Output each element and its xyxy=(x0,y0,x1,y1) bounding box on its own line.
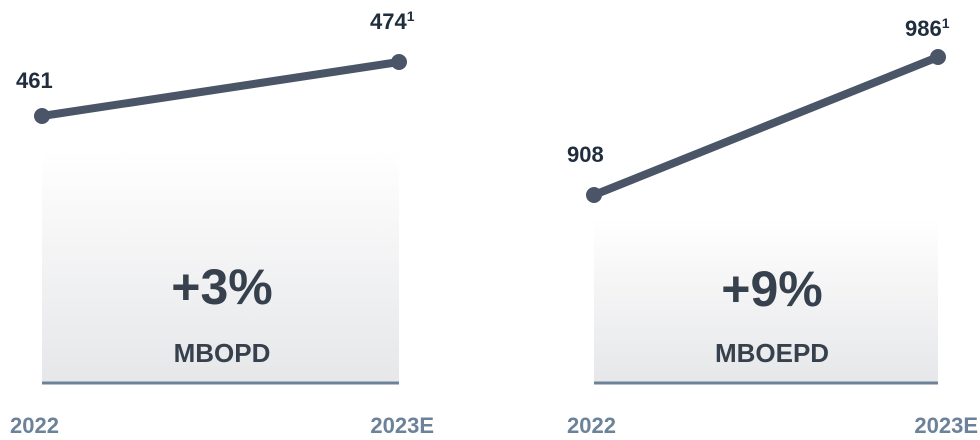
series-line xyxy=(38,58,403,120)
x-tick-label-2022: 2022 xyxy=(10,413,59,438)
data-point-2022 xyxy=(34,108,50,124)
data-label-2022: 461 xyxy=(16,68,53,93)
x-tick-label-2023e: 2023E xyxy=(914,413,978,438)
series-line xyxy=(590,53,942,199)
footnote-mark: 1 xyxy=(942,15,950,31)
data-label-value: 474 xyxy=(370,9,407,34)
x-tick-label-2023e: 2023E xyxy=(370,413,434,438)
unit-label: MBOEPD xyxy=(715,338,829,368)
data-label-2023e: 4741 xyxy=(370,8,415,34)
data-point-2022 xyxy=(586,187,602,203)
chart-total-production: 908 9861 +9% MBOEPD 2022 2023E xyxy=(567,15,978,438)
chart-oil-production: 461 4741 +3% MBOPD 2022 2023E xyxy=(10,8,434,438)
data-label-value: 986 xyxy=(905,16,942,41)
data-label-2022: 908 xyxy=(567,142,604,167)
data-point-2023e xyxy=(930,49,946,65)
chart-panel-background xyxy=(594,220,938,383)
data-point-2023e xyxy=(391,54,407,70)
change-percent: +9% xyxy=(721,261,822,317)
footnote-mark: 1 xyxy=(407,8,415,24)
change-percent: +3% xyxy=(171,259,272,315)
x-tick-label-2022: 2022 xyxy=(567,413,616,438)
chart-panel-background xyxy=(42,150,399,383)
unit-label: MBOPD xyxy=(174,338,271,368)
data-label-2023e: 9861 xyxy=(905,15,950,41)
